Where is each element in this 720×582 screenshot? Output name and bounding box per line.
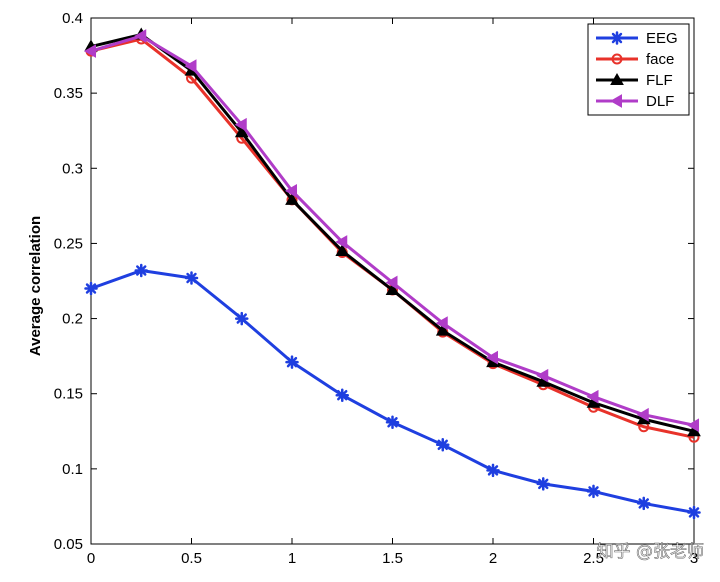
series-dlf <box>83 29 699 433</box>
legend-entry: DLF <box>596 93 674 110</box>
data-point <box>335 235 348 249</box>
y-tick-label: 0.15 <box>54 386 83 403</box>
data-point <box>134 29 147 43</box>
legend-entry: EEG <box>596 30 678 47</box>
data-point <box>234 117 247 132</box>
series-eeg <box>84 263 701 520</box>
data-point <box>610 31 624 45</box>
y-tick-label: 0.4 <box>62 10 83 27</box>
data-point <box>686 418 699 433</box>
y-tick-label: 0.2 <box>62 311 83 328</box>
axis-ticks: 0 0.5 1 1.5 2 2.5 3 0.05 0.1 0.15 0.2 0.25 0.3 0.35 0.… <box>54 10 698 567</box>
y-tick-label: 0.3 <box>62 160 83 177</box>
data-point <box>687 505 701 520</box>
data-point <box>83 44 96 58</box>
y-tick-label: 0.35 <box>54 85 83 102</box>
x-tick-label: 0.5 <box>181 550 202 567</box>
legend-label: DLF <box>646 93 674 110</box>
data-point <box>609 94 622 108</box>
data-point <box>610 72 624 85</box>
series-layer <box>83 27 701 520</box>
data-point <box>184 271 199 285</box>
data-point <box>385 415 400 430</box>
x-tick-label: 1 <box>288 550 296 567</box>
legend-entry: face <box>596 51 674 68</box>
legend-label: EEG <box>646 30 678 47</box>
y-tick-label: 0.05 <box>54 536 83 553</box>
data-point <box>284 183 297 198</box>
x-tick-label: 2 <box>489 550 497 567</box>
data-point <box>536 477 550 491</box>
data-point <box>385 275 398 290</box>
data-point <box>235 311 249 326</box>
watermark: 知乎 @张老师 <box>597 542 704 562</box>
legend: EEG face FLF DLF <box>587 23 690 116</box>
data-point <box>184 59 197 73</box>
x-tick-label: 0 <box>87 550 95 567</box>
data-point <box>435 316 448 330</box>
data-point <box>436 438 450 452</box>
data-point <box>637 496 651 511</box>
x-tick-label: 2.5 <box>583 550 604 567</box>
legend-label: face <box>646 51 674 68</box>
data-point <box>536 368 549 383</box>
data-point <box>335 388 349 402</box>
data-point <box>586 484 601 499</box>
y-tick-label: 0.1 <box>62 461 83 478</box>
x-tick-label: 1.5 <box>382 550 403 567</box>
y-axis-label: Average correlation <box>27 216 44 356</box>
data-point <box>285 355 299 369</box>
legend-entry: FLF <box>596 72 673 89</box>
data-point <box>636 407 649 422</box>
x-tick-label: 3 <box>690 550 698 567</box>
data-point <box>84 281 98 296</box>
data-point <box>485 350 498 365</box>
data-point <box>234 125 249 138</box>
y-tick-label: 0.25 <box>54 235 83 252</box>
data-point <box>435 323 450 336</box>
data-point <box>486 463 500 478</box>
data-point <box>385 283 400 296</box>
data-point <box>134 263 148 278</box>
data-point <box>335 243 350 256</box>
data-point <box>586 389 599 404</box>
legend-label: FLF <box>646 72 673 89</box>
data-point <box>611 53 623 65</box>
data-point <box>285 192 299 205</box>
